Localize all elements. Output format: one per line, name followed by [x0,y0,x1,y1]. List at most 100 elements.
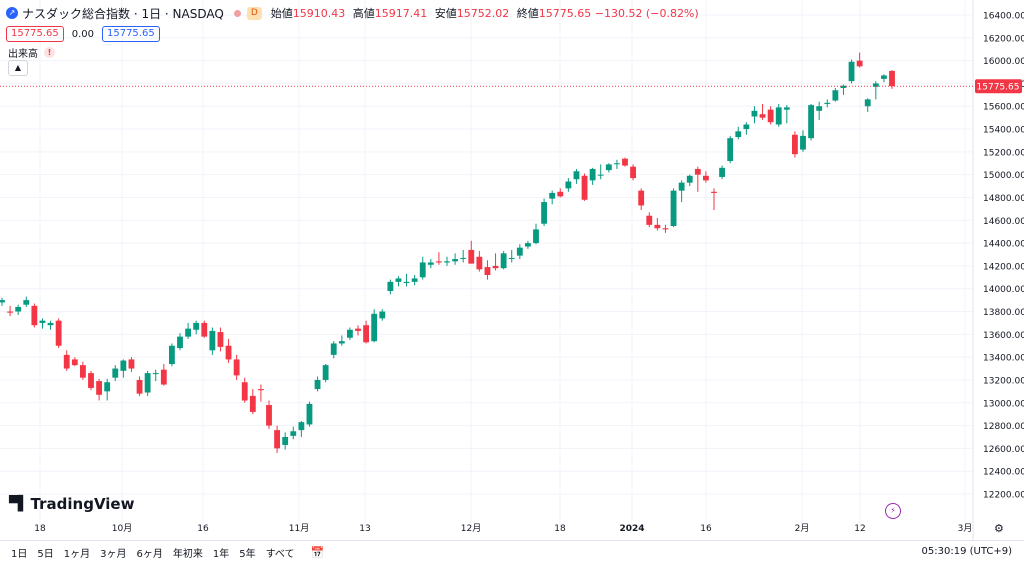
y-tick-label: 15400.00 [983,126,1024,136]
sell-price-button[interactable]: 15775.65 [6,26,64,42]
candle [120,359,127,378]
ohlc-values: 始値15910.43 高値15917.41 安値15752.02 終値15775… [271,5,703,21]
low-value: 15752.02 [456,7,510,20]
candle-body [711,191,717,193]
candle [880,74,887,83]
lightning-icon[interactable]: ⚡ [885,503,901,519]
symbol-title[interactable]: ナスダック総合指数 · 1日 · NASDAQ [22,6,224,21]
range-ytd-button[interactable]: 年初来 [172,549,203,560]
volume-label[interactable]: 出来高 [8,49,38,60]
candle-body [0,300,5,303]
y-tick-label: 14200.00 [983,262,1024,272]
clock[interactable]: 05:30:19 (UTC+9) [921,546,1012,557]
candle-body [120,360,127,371]
candle-body [646,215,653,225]
candle [79,361,86,380]
candle-body [298,422,305,431]
candle [225,338,232,363]
candle [783,105,790,124]
candle [257,384,264,402]
candle [832,87,839,102]
candle-body [330,343,337,355]
close-label: 終値 [516,7,539,20]
y-tick-label: 14600.00 [983,217,1024,227]
y-tick-label: 13800.00 [983,308,1024,318]
candle-body [573,171,580,180]
candle-body [670,190,677,226]
candle-body [444,261,450,263]
range-all-button[interactable]: すべて [265,549,295,560]
candle-body [136,379,143,394]
candle-body [719,167,726,177]
candle-body [88,373,94,388]
candle [678,180,685,203]
candle-body [387,281,394,291]
close-value: 15775.65 −130.52 (−0.82%) [538,7,699,20]
candle-body [346,329,353,338]
candle [419,256,426,280]
candle [185,322,192,339]
candle-body [403,281,410,284]
candle [468,240,475,264]
candle [15,304,22,315]
candle [702,171,709,183]
candle [217,327,224,352]
range-1y-button[interactable]: 1年 [212,549,230,560]
candle [589,167,596,185]
gear-icon[interactable]: ⚙ [994,522,1004,535]
delayed-badge[interactable]: D [246,6,262,20]
candle-body [411,278,418,282]
x-tick-label: 16 [197,524,209,534]
x-tick-label: 11月 [289,523,309,534]
candle-body [363,325,370,343]
candle [7,305,14,317]
candle [711,188,717,211]
candle [541,198,548,226]
candle [435,252,442,265]
candle-body [371,313,378,342]
candle [533,223,539,245]
candle [452,253,459,265]
tradingview-logo[interactable]: ▀▌ TradingView [9,495,134,513]
candle [290,426,297,440]
candle [403,273,410,287]
spread-value: 0.00 [71,28,94,40]
bottom-toolbar: 1日 5日 1ヶ月 3ヶ月 6ヶ月 年初来 1年 5年 すべて 📅 05:30:… [0,540,1024,564]
candle [743,122,750,135]
collapse-legend-button[interactable]: ▲ [8,60,28,76]
candle-body [168,345,175,364]
candle [581,173,588,201]
candle-body [128,359,135,369]
range-1d-button[interactable]: 1日 [11,549,28,560]
range-5d-button[interactable]: 5日 [37,549,54,560]
buy-price-button[interactable]: 15775.65 [101,26,160,42]
candle-body [460,257,467,259]
candle [427,259,434,269]
range-3m-button[interactable]: 3ヶ月 [100,549,127,560]
candle [63,350,70,371]
x-tick-label: 18 [34,524,46,534]
range-6m-button[interactable]: 6ヶ月 [136,549,163,560]
x-tick-label: 12月 [461,523,481,534]
candle-body [662,228,669,230]
candle [767,106,774,125]
candle [274,425,281,453]
candle [55,318,62,349]
candle-body [7,311,14,313]
y-tick-label: 15200.00 [983,148,1024,158]
candle-body [541,202,548,224]
candle-body [152,373,159,375]
calendar-icon[interactable]: 📅 [310,546,325,559]
candle [597,164,604,180]
x-tick-label: 12 [854,524,865,534]
candle [484,260,491,280]
candle-body [848,61,855,82]
candle-body [686,175,693,183]
warning-icon[interactable]: ! [44,47,55,58]
range-1m-button[interactable]: 1ヶ月 [63,549,91,560]
range-5y-button[interactable]: 5年 [239,549,256,560]
candle-body [96,381,103,395]
candle-body [727,138,734,161]
